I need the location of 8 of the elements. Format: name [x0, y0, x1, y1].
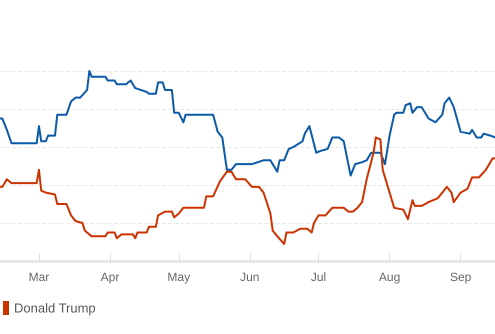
legend-label: Donald Trump	[14, 300, 96, 316]
x-tick-label: Mar	[28, 270, 50, 284]
x-tick-label: Sep	[450, 270, 472, 284]
x-tick-label: May	[167, 270, 190, 284]
x-tick-label: Jul	[310, 270, 326, 284]
x-tick-label: Jun	[240, 270, 260, 284]
x-tick-label: Aug	[378, 270, 400, 284]
x-tick-label: Apr	[100, 270, 120, 284]
